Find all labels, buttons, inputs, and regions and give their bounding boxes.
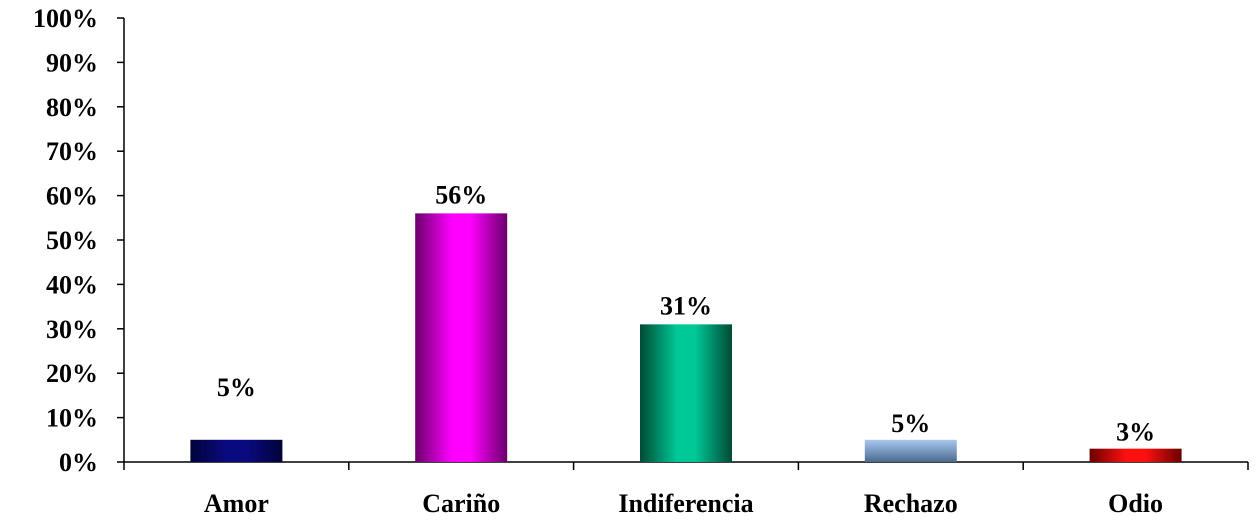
data-label-carino: 56% — [435, 180, 487, 209]
data-label-indiferencia: 31% — [660, 291, 712, 320]
x-tick-label-odio: Odio — [1108, 489, 1163, 518]
x-tick-label-amor: Amor — [204, 489, 269, 518]
y-tick-label: 80% — [46, 93, 98, 122]
y-tick-label: 100% — [33, 4, 98, 33]
bar-odio — [1089, 448, 1182, 462]
y-tick-label: 20% — [46, 359, 98, 388]
y-tick-label: 90% — [46, 48, 98, 77]
bar-rechazo — [864, 439, 957, 462]
y-tick-label: 70% — [46, 137, 98, 166]
data-label-odio: 3% — [1116, 418, 1155, 447]
y-tick-label: 60% — [46, 182, 98, 211]
bar-carino — [415, 213, 508, 462]
bar-amor — [190, 439, 283, 462]
bar-indiferencia — [640, 324, 732, 462]
y-tick-label: 0% — [59, 448, 98, 477]
bars — [190, 213, 1182, 462]
y-tick-label: 30% — [46, 315, 98, 344]
axes: 0% 10% 20% 30% 40% 50% 60% 70% 80% 90% 100% — [33, 4, 1249, 477]
labels: 5% Amor 56% Cariño 31% Indiferencia 5% Rechazo 3… — [204, 180, 1163, 518]
data-label-amor: 5% — [217, 373, 256, 402]
y-tick-label: 40% — [46, 270, 98, 299]
x-tick-label-indiferencia: Indiferencia — [618, 489, 753, 518]
y-tick-label: 50% — [46, 226, 98, 255]
y-tick-label: 10% — [46, 404, 98, 433]
x-tick-label-rechazo: Rechazo — [864, 489, 958, 518]
data-label-rechazo: 5% — [891, 409, 930, 438]
x-tick-label-carino: Cariño — [422, 489, 500, 518]
